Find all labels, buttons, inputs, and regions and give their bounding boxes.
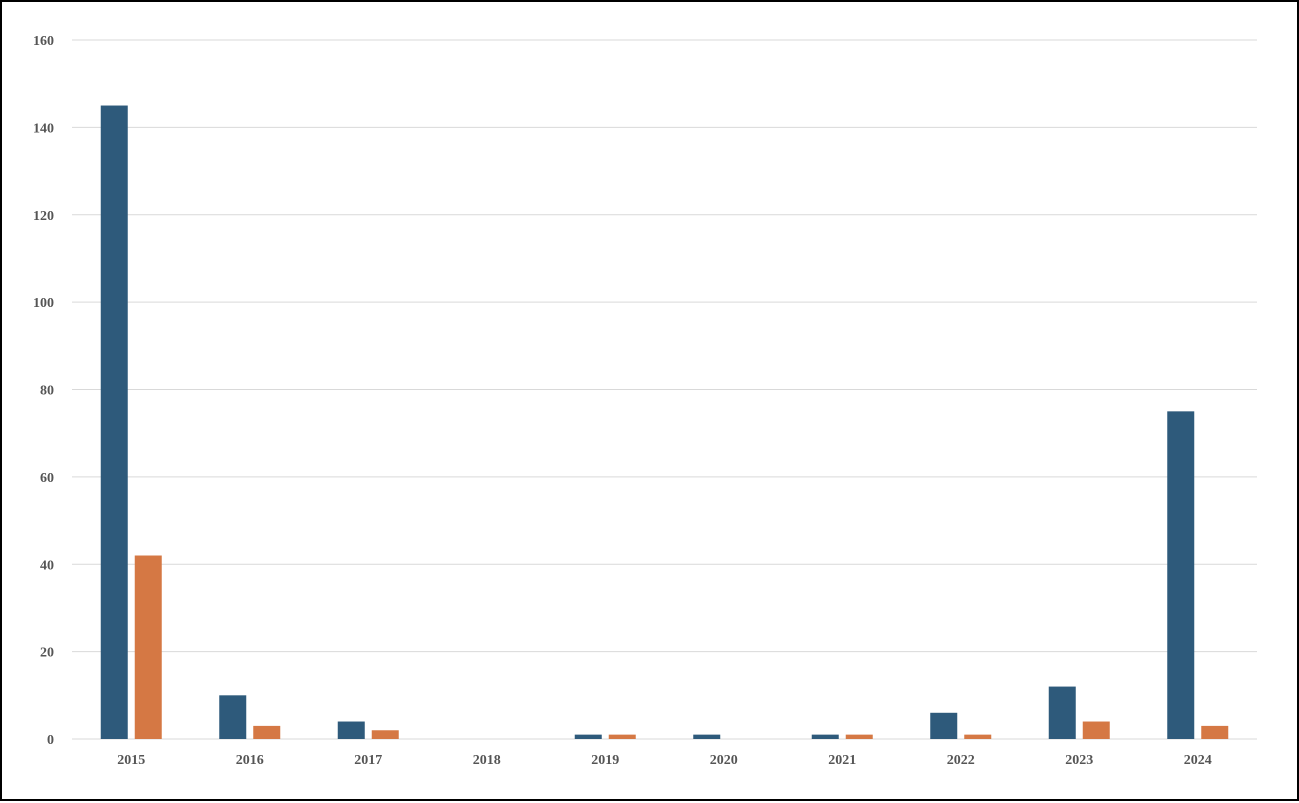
y-tick-label: 40 <box>40 558 54 573</box>
bar-2016-series-2 <box>253 725 281 739</box>
y-tick-label: 0 <box>47 733 54 748</box>
bar-2022-series-1 <box>930 712 958 739</box>
bar-2024-series-2 <box>1201 725 1229 739</box>
x-tick-label: 2023 <box>1065 753 1093 768</box>
bar-2017-series-1 <box>337 721 365 739</box>
x-tick-label: 2024 <box>1184 753 1212 768</box>
bar-2021-series-2 <box>845 734 873 739</box>
y-tick-label: 100 <box>33 296 54 311</box>
y-tick-label: 140 <box>33 121 54 136</box>
x-tick-label: 2020 <box>710 753 738 768</box>
x-tick-label: 2022 <box>947 753 975 768</box>
bars <box>100 105 1229 739</box>
y-axis-ticks: 0 20 40 60 80 100 120 140 160 <box>33 34 54 748</box>
bar-2024-series-1 <box>1167 411 1195 739</box>
bar-2015-series-1 <box>100 105 128 739</box>
x-tick-label: 2019 <box>591 753 619 768</box>
bar-2022-series-2 <box>964 734 992 739</box>
y-tick-label: 60 <box>40 471 54 486</box>
x-tick-label: 2016 <box>236 753 264 768</box>
bar-2015-series-2 <box>134 555 162 739</box>
y-tick-label: 20 <box>40 646 54 661</box>
x-axis-ticks: 2015 2016 2017 2018 2019 2020 2021 2022 2023 2024 <box>117 753 1212 768</box>
bar-2020-series-1 <box>693 734 721 739</box>
bar-2016-series-1 <box>219 695 247 739</box>
x-tick-label: 2015 <box>117 753 145 768</box>
y-tick-label: 160 <box>33 34 54 49</box>
bar-2019-series-1 <box>574 734 602 739</box>
bar-2021-series-1 <box>811 734 839 739</box>
bar-2017-series-2 <box>371 730 399 739</box>
x-tick-label: 2021 <box>828 753 856 768</box>
bar-2019-series-2 <box>608 734 636 739</box>
gridlines <box>72 39 1257 740</box>
y-tick-label: 80 <box>40 384 54 399</box>
y-tick-label: 120 <box>33 209 54 224</box>
bar-2023-series-2 <box>1082 721 1110 739</box>
x-tick-label: 2017 <box>354 753 382 768</box>
x-tick-label: 2018 <box>473 753 501 768</box>
bar-2023-series-1 <box>1048 686 1076 739</box>
